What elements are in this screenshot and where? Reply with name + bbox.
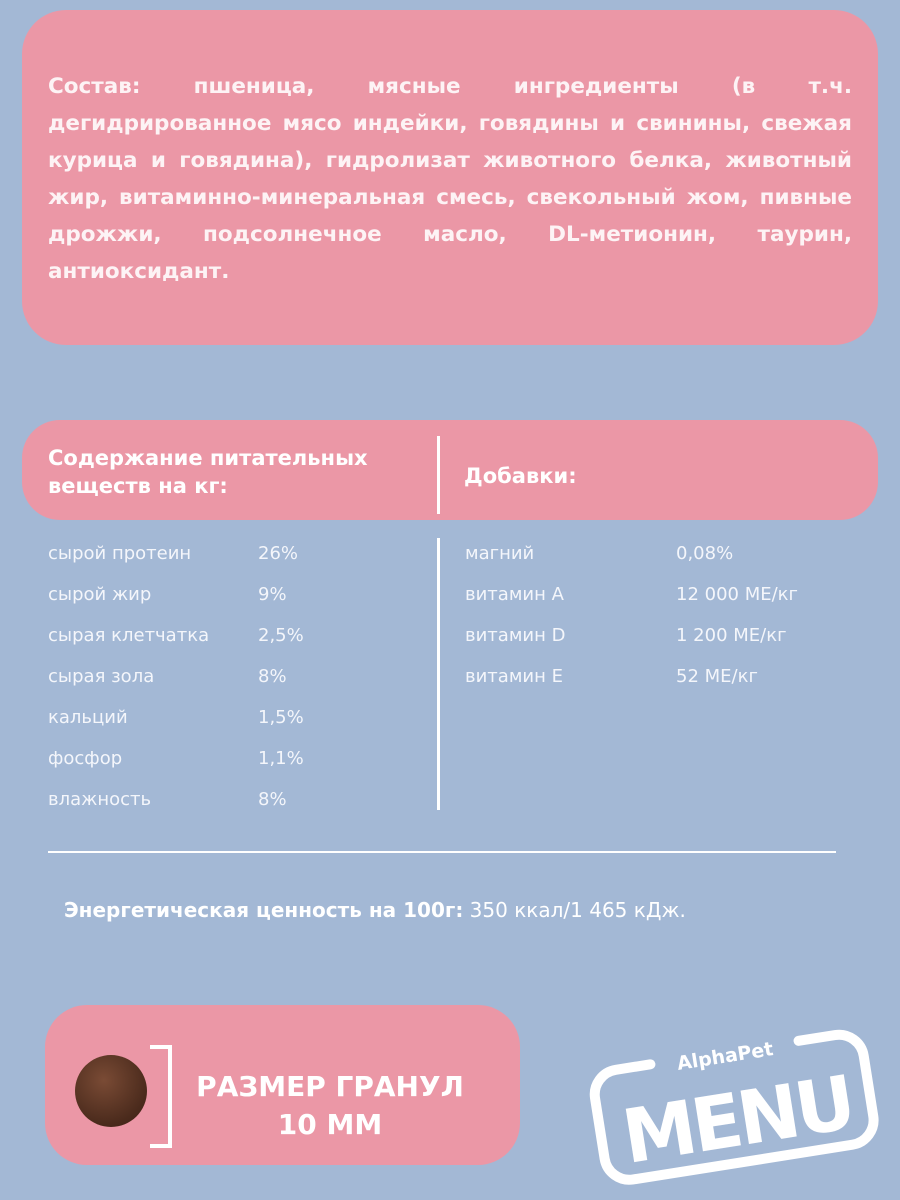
additives-name: витамин Е	[465, 666, 563, 687]
energy-label: Энергетическая ценность на 100г:	[64, 898, 464, 922]
granule-size-text: РАЗМЕР ГРАНУЛ 10 ММ	[180, 1068, 480, 1144]
nutrients-value: 8%	[258, 666, 287, 687]
svg-text:MENU: MENU	[617, 1060, 858, 1181]
additives-value: 12 000 МЕ/кг	[676, 584, 799, 605]
energy-value: Энергетическая ценность на 100г: 350 кка…	[64, 898, 686, 922]
nutrients-name: влажность	[48, 789, 152, 810]
column-divider	[437, 538, 440, 810]
additives-name: магний	[465, 543, 535, 564]
granule-value: 10 ММ	[277, 1108, 383, 1141]
nutrients-value: 8%	[258, 789, 287, 810]
nutrients-value: 9%	[258, 584, 287, 605]
nutrients-header-band	[22, 420, 878, 520]
nutrients-value: 26%	[258, 543, 299, 564]
additives-name: витамин А	[465, 584, 564, 605]
nutrients-value: 2,5%	[258, 625, 304, 646]
bracket-icon	[150, 1045, 172, 1148]
svg-text:AlphaPet: AlphaPet	[675, 1038, 774, 1075]
alphapet-menu-logo: AlphaPet MENU	[589, 1029, 879, 1185]
nutrients-name: фосфор	[48, 748, 123, 769]
nutrients-value: 1,1%	[258, 748, 304, 769]
nutrients-name: сырой жир	[48, 584, 152, 605]
divider	[48, 851, 836, 853]
additives-value: 1 200 МЕ/кг	[676, 625, 787, 646]
additives-value: 52 МЕ/кг	[676, 666, 758, 687]
nutrients-title: Содержание питательных веществ на кг:	[48, 446, 368, 498]
nutrients-value: 1,5%	[258, 707, 304, 728]
kibble-image	[75, 1055, 147, 1127]
additives-title: Добавки:	[464, 464, 577, 488]
composition-card: Состав: пшеница, мясные ингредиенты (в т…	[22, 10, 878, 345]
energy-amount: 350 ккал/1 465 кДж.	[463, 898, 686, 922]
granule-label: РАЗМЕР ГРАНУЛ	[196, 1070, 464, 1103]
nutrients-name: кальций	[48, 707, 128, 728]
additives-name: витамин D	[465, 625, 566, 646]
nutrients-name: сырая зола	[48, 666, 155, 687]
nutrients-name: сырой протеин	[48, 543, 192, 564]
nutrients-name: сырая клетчатка	[48, 625, 210, 646]
header-divider	[437, 436, 440, 514]
composition-text: Состав: пшеница, мясные ингредиенты (в т…	[48, 74, 852, 284]
additives-value: 0,08%	[676, 543, 734, 564]
